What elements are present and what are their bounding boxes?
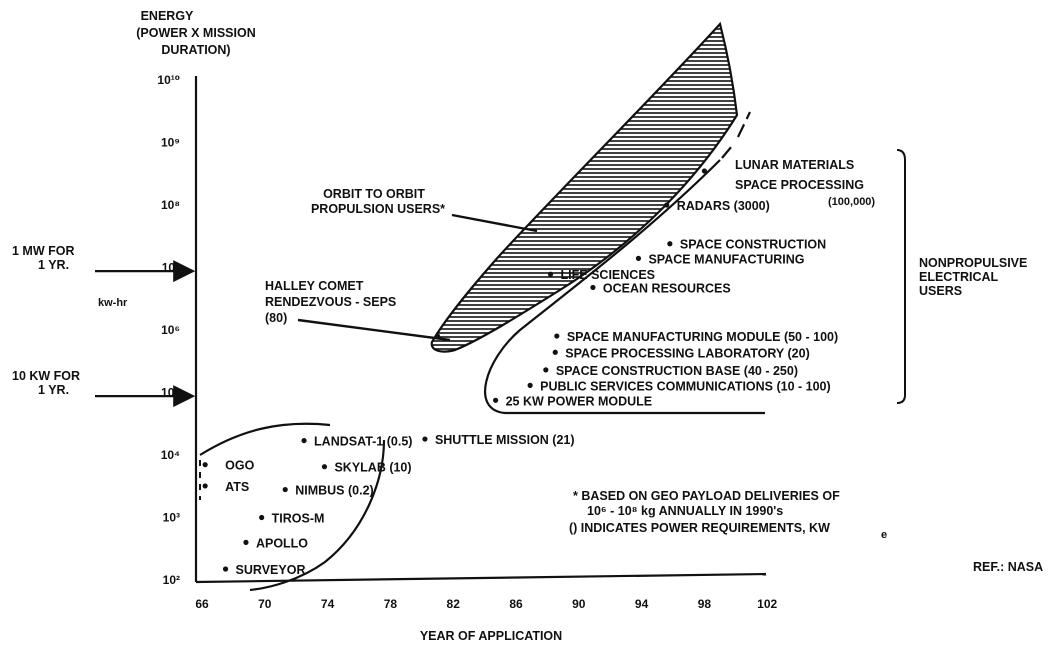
data-point <box>202 462 208 468</box>
x-tick-label: 82 <box>447 597 461 611</box>
y-axis-unit: kw-hr <box>98 297 128 309</box>
y-tick-label: 10⁶ <box>161 323 180 337</box>
y-tick-label: 10⁷ <box>162 261 180 275</box>
y-tick-label: 10⁹ <box>161 136 180 150</box>
y-axis-title-line3: DURATION) <box>161 43 230 57</box>
reference-label: 10 KW FOR <box>12 369 80 383</box>
data-point <box>259 514 265 521</box>
halley-label-line3: (80) <box>265 311 287 325</box>
x-tick-label: 90 <box>572 597 586 611</box>
early-missions-boundary-right <box>249 439 386 592</box>
data-point-label: LANDSAT-1 (0.5) <box>314 435 412 449</box>
reference-label: 1 YR. <box>38 383 69 397</box>
data-point-label: PUBLIC SERVICES COMMUNICATIONS (10 - 100… <box>540 379 831 393</box>
data-point <box>667 241 673 247</box>
y-tick-label: 10² <box>163 573 180 587</box>
data-point-label: LIFE SCIENCES <box>561 268 655 282</box>
data-point-label: SPACE CONSTRUCTION <box>680 238 826 252</box>
data-point <box>554 333 560 339</box>
reference-label: 1 MW FOR <box>12 244 75 258</box>
data-point <box>434 333 441 339</box>
x-tick-labels: 66 70 74 78 82 86 90 94 98 102 <box>195 597 777 611</box>
data-point <box>547 271 554 277</box>
x-tick-label: 98 <box>698 597 712 611</box>
nonpropulsive-envelope-curve <box>484 159 765 415</box>
data-point <box>222 566 229 572</box>
envelope-dashed-extension <box>721 111 751 159</box>
x-axis-title: YEAR OF APPLICATION <box>420 629 562 643</box>
data-point-label: APOLLO <box>256 536 308 550</box>
data-point <box>321 464 328 470</box>
halley-label-line2: RENDEZVOUS - SEPS <box>265 295 396 309</box>
y-tick-label: 10⁵ <box>161 386 180 400</box>
data-point-label: 25 KW POWER MODULE <box>506 394 653 408</box>
x-tick-label: 102 <box>757 597 777 611</box>
footnote-subscript: e <box>881 529 887 541</box>
nonpropulsive-bracket <box>896 149 906 404</box>
data-point <box>202 483 208 489</box>
nonprop-label-line1: NONPROPULSIVE <box>919 256 1027 270</box>
data-point <box>701 168 708 174</box>
data-point <box>552 349 558 355</box>
lunar-label-line3: (100,000) <box>828 196 875 208</box>
data-points: SURVEYOR APOLLO TIROS-M NIMBUS (0.2) SKYLAB … <box>202 168 838 577</box>
x-tick-label: 86 <box>509 597 523 611</box>
data-point <box>543 367 549 373</box>
lunar-label-line1: LUNAR MATERIALS <box>735 158 854 172</box>
data-point <box>492 397 499 403</box>
x-tick-label: 74 <box>321 597 335 611</box>
reference-label: 1 YR. <box>38 258 69 272</box>
data-point <box>243 539 249 545</box>
x-tick-label: 78 <box>384 597 398 611</box>
nonprop-label-line3: USERS <box>919 284 962 298</box>
y-axis-title-line1: ENERGY <box>141 9 194 23</box>
data-point-label: SPACE MANUFACTURING MODULE (50 - 100) <box>567 330 838 344</box>
y-tick-labels: 10² 10³ 10⁴ 10⁵ 10⁶ 10⁷ 10⁸ 10⁹ 10¹⁰ <box>157 73 180 587</box>
data-point <box>422 436 428 442</box>
data-point-label: OCEAN RESOURCES <box>603 281 731 295</box>
early-missions-boundary-top <box>199 422 331 456</box>
data-point-label: SPACE PROCESSING LABORATORY (20) <box>565 346 809 360</box>
data-point-label: SPACE MANUFACTURING <box>648 252 804 266</box>
x-tick-label: 94 <box>635 597 649 611</box>
x-tick-label: 66 <box>195 597 209 611</box>
y-tick-label: 10³ <box>163 511 180 525</box>
y-axis-title-line2: (POWER X MISSION <box>136 26 255 40</box>
data-point <box>527 382 533 388</box>
data-point <box>664 202 670 208</box>
data-point-label: RADARS (3000) <box>677 199 770 213</box>
data-point-label: SPACE CONSTRUCTION BASE (40 - 250) <box>556 364 798 378</box>
y-tick-label: 10⁴ <box>161 448 180 462</box>
data-point-label: NIMBUS (0.2) <box>295 484 373 498</box>
footnote-line2: 10⁶ - 10⁸ kg ANNUALLY IN 1990's <box>587 504 783 518</box>
orbit-pointer-line <box>451 213 538 233</box>
lunar-label-line2: SPACE PROCESSING <box>735 178 864 192</box>
orbit-label-line2: PROPULSION USERS* <box>311 202 445 216</box>
halley-pointer-line <box>297 318 451 342</box>
data-point <box>590 284 596 291</box>
y-tick-label: 10⁸ <box>161 198 180 212</box>
footnote-line1: * BASED ON GEO PAYLOAD DELIVERIES OF <box>573 489 840 503</box>
data-point-label: SHUTTLE MISSION (21) <box>435 433 575 447</box>
data-point-label: OGO <box>225 459 254 473</box>
data-point-label: SURVEYOR <box>236 563 306 577</box>
y-tick-label: 10¹⁰ <box>157 73 180 87</box>
propulsion-users-region <box>430 21 739 353</box>
data-point <box>635 255 642 261</box>
reference-note: REF.: NASA <box>973 560 1043 574</box>
data-point <box>301 437 307 444</box>
data-point-label: SKYLAB (10) <box>334 461 411 475</box>
x-tick-label: 70 <box>258 597 272 611</box>
data-point <box>282 486 288 493</box>
orbit-label-line1: ORBIT TO ORBIT <box>323 187 425 201</box>
footnote-line3: () INDICATES POWER REQUIREMENTS, KW <box>569 521 830 535</box>
halley-label-line1: HALLEY COMET <box>265 279 364 293</box>
data-point-label: TIROS-M <box>272 512 325 526</box>
nonprop-label-line2: ELECTRICAL <box>919 270 999 284</box>
data-point-label: ATS <box>225 480 249 494</box>
